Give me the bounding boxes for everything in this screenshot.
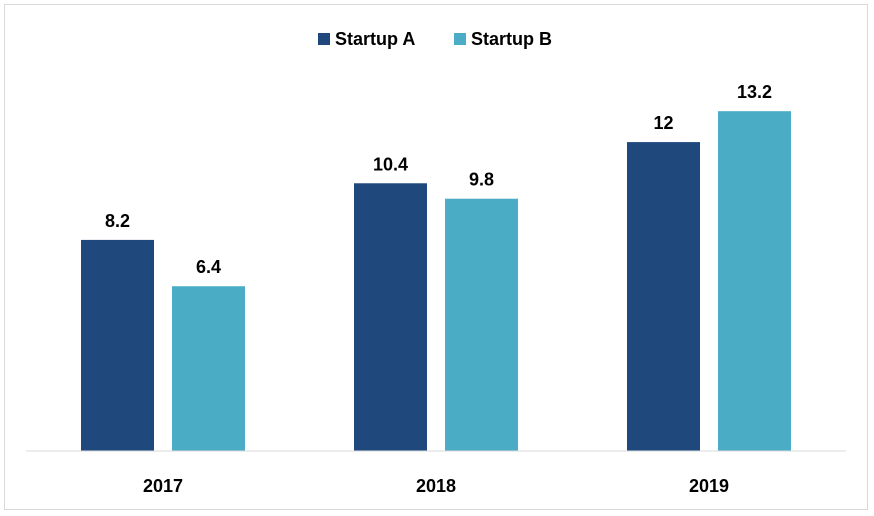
legend-label-startup-a: Startup A [335,29,415,49]
bar-startup-a-2019 [627,142,700,451]
data-label-startup-b-2018: 9.8 [469,170,494,190]
data-label-startup-a-2017: 8.2 [105,211,130,231]
x-tick-label-2017: 2017 [143,476,183,496]
x-tick-label-2019: 2019 [689,476,729,496]
legend-swatch-startup-a [318,33,330,45]
data-label-startup-a-2019: 12 [653,113,673,133]
bar-startup-b-2018 [445,198,518,451]
bar-startup-b-2017 [172,286,245,451]
legend: Startup A Startup B [318,29,552,49]
bars [81,111,791,452]
bar-startup-a-2018 [354,183,427,451]
legend-swatch-startup-b [454,33,466,45]
data-label-startup-b-2017: 6.4 [196,257,221,277]
data-labels: 8.2 6.4 10.4 9.8 12 13.2 [105,82,772,277]
x-tick-label-2018: 2018 [416,476,456,496]
legend-label-startup-b: Startup B [471,29,552,49]
bar-startup-a-2017 [81,239,154,451]
data-label-startup-a-2018: 10.4 [373,154,408,174]
bar-startup-b-2019 [718,111,791,452]
x-axis-tick-labels: 2017 2018 2019 [143,476,729,496]
data-label-startup-b-2019: 13.2 [737,82,772,102]
